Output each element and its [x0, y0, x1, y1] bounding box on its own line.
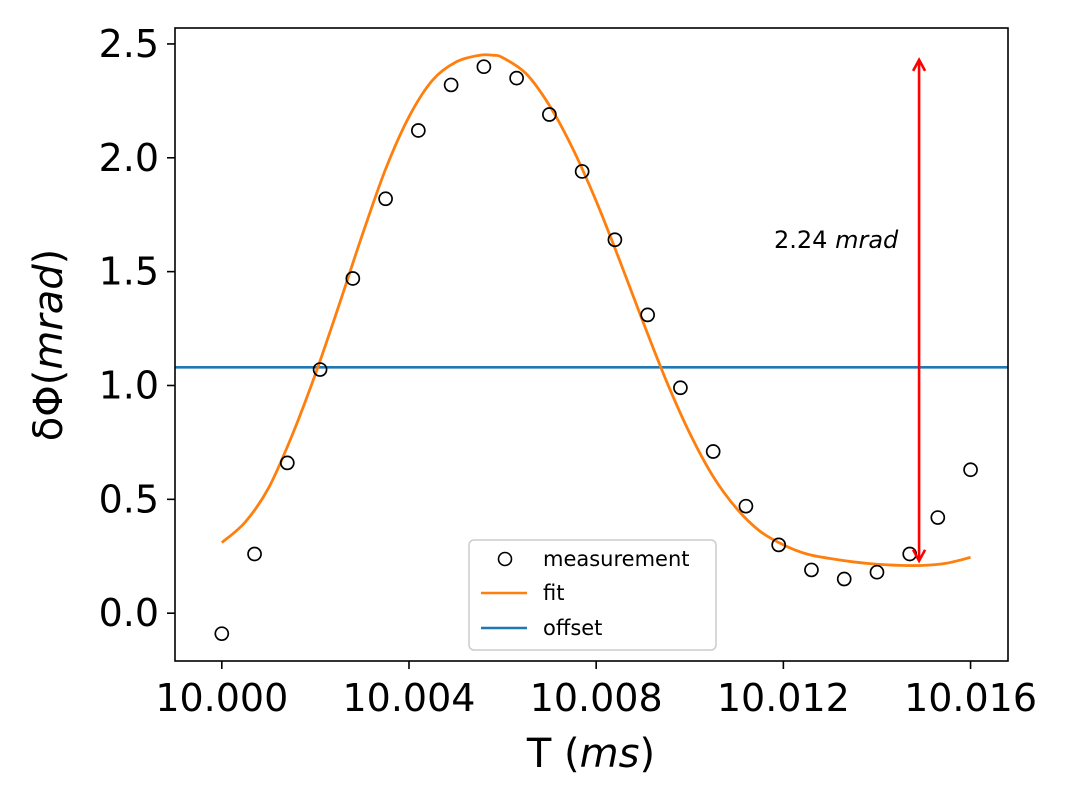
y-tick-label: 0.5 [99, 477, 159, 521]
measurement-point [836, 571, 852, 587]
amplitude-unit: mrad [835, 226, 899, 254]
fit-curve [220, 53, 971, 567]
measurement-point [542, 107, 557, 122]
measurement-point [279, 455, 295, 471]
measurement-point [607, 232, 623, 248]
y-tick-label: 1.0 [99, 363, 159, 407]
legend-marker-measurement [497, 551, 513, 567]
measurement-point [771, 537, 787, 553]
plot-frame [174, 27, 1009, 662]
measurement-point [869, 564, 885, 580]
legend-label-measurement: measurement [543, 547, 690, 571]
measurement-point [963, 462, 978, 478]
x-tick-label: 10.004 [343, 676, 476, 720]
measurement-point [509, 70, 524, 86]
measurement-point [738, 498, 754, 514]
arrow-head-bottom [911, 549, 927, 564]
measurement-point [640, 307, 656, 323]
amplitude-value: 2.24 [774, 226, 835, 254]
measurement-point [345, 271, 361, 286]
x-tick-label: 10.008 [530, 676, 663, 720]
x-tick-label: 10.000 [155, 676, 288, 720]
measurement-point [574, 164, 590, 179]
measurement-point [378, 191, 393, 207]
measurement-point [443, 77, 459, 93]
legend-label-fit: fit [543, 581, 564, 605]
legend: measurement fit offset [468, 539, 717, 651]
legend-label-offset: offset [543, 616, 602, 640]
y-axis-label: δΦ(mrad) [26, 249, 72, 441]
x-axis-label: T (ms) [526, 731, 655, 777]
y-tick-label: 1.5 [99, 250, 159, 294]
x-tick-label: 10.016 [904, 676, 1037, 720]
amplitude-annotation: 2.24 mrad [774, 226, 899, 254]
measurement-point [930, 510, 946, 525]
arrow-head-top [911, 57, 927, 72]
measurement-point [312, 362, 328, 377]
measurement-point [804, 562, 819, 578]
measurement-point [673, 380, 688, 396]
measurement-point [214, 626, 230, 642]
measurement-point [247, 546, 262, 562]
measurement-point [476, 59, 492, 75]
legend-box [468, 539, 717, 651]
y-tick-label: 0.0 [99, 591, 159, 635]
y-tick-label: 2.5 [99, 22, 159, 66]
measurement-point [705, 444, 721, 459]
x-tick-label: 10.012 [717, 676, 850, 720]
y-tick-label: 2.0 [99, 136, 159, 180]
measurement-point [410, 123, 426, 138]
